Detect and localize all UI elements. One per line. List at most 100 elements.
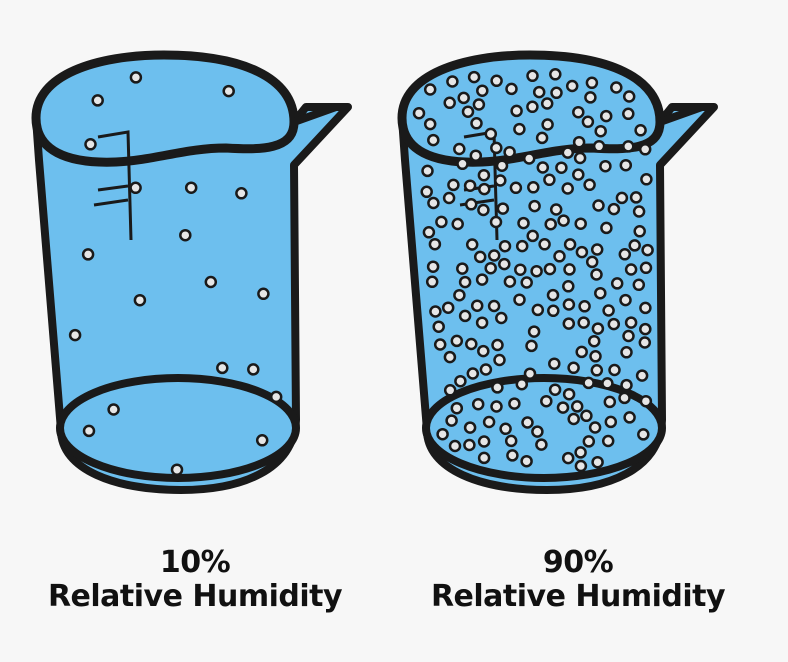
water-vapor-particle <box>639 322 652 336</box>
water-vapor-particle <box>520 454 533 468</box>
water-vapor-particle <box>526 69 539 83</box>
water-vapor-particle <box>531 303 545 317</box>
water-vapor-particle <box>557 214 570 227</box>
water-vapor-particle <box>493 353 506 367</box>
water-vapor-particle <box>133 293 147 307</box>
water-vapor-particle <box>582 435 596 448</box>
water-vapor-particle <box>615 191 629 205</box>
water-vapor-particle <box>508 397 521 410</box>
water-vapor-particle <box>477 435 491 448</box>
water-vapor-particle <box>578 300 591 313</box>
water-vapor-particle <box>546 288 560 302</box>
water-vapor-particle <box>447 178 460 192</box>
water-vapor-particle <box>204 275 218 289</box>
water-vapor-particle <box>548 357 561 370</box>
water-vapor-particle <box>450 401 464 415</box>
water-vapor-particle <box>540 394 553 408</box>
water-vapor-particle <box>562 387 576 401</box>
water-vapor-particle <box>541 118 554 131</box>
water-vapor-particle <box>620 378 633 392</box>
water-vapor-particle <box>547 304 560 318</box>
water-vapor-particle <box>543 173 556 187</box>
water-vapor-particle <box>499 422 512 436</box>
water-vapor-particle <box>247 363 260 376</box>
caption-low: 10% Relative Humidity <box>15 546 375 614</box>
water-vapor-particle <box>107 403 120 416</box>
humidity-percent-low: 10% <box>159 545 231 580</box>
water-vapor-particle <box>590 364 604 377</box>
water-vapor-particle <box>565 79 579 93</box>
water-vapor-particle <box>639 394 653 408</box>
water-vapor-particle <box>581 115 595 129</box>
water-vapor-particle <box>179 228 192 242</box>
water-vapor-particle <box>509 181 523 195</box>
beaker-high <box>402 55 714 490</box>
water-vapor-particle <box>503 145 516 159</box>
water-vapor-particle <box>475 273 489 286</box>
water-vapor-particle <box>484 261 497 275</box>
water-vapor-particle <box>582 376 595 390</box>
water-vapor-particle <box>549 203 563 216</box>
water-vapor-particle <box>618 391 631 405</box>
water-vapor-particle <box>495 159 509 172</box>
water-vapor-particle <box>562 298 576 311</box>
water-vapor-particle <box>523 367 537 380</box>
water-vapor-particle <box>471 397 485 411</box>
water-vapor-particle <box>590 243 604 256</box>
water-vapor-particle <box>628 239 641 252</box>
water-vapor-particle <box>421 164 434 178</box>
water-vapor-particle <box>639 301 652 315</box>
water-vapor-particle <box>443 384 457 397</box>
water-vapor-particle <box>68 328 82 342</box>
water-vapor-particle <box>477 168 491 182</box>
water-vapor-particle <box>453 288 466 302</box>
water-vapor-particle <box>570 400 584 413</box>
water-vapor-particle <box>461 105 475 118</box>
water-vapor-particle <box>622 329 635 343</box>
water-vapor-particle <box>634 124 647 137</box>
water-vapor-particle <box>515 377 529 391</box>
water-vapor-particle <box>170 463 184 476</box>
water-vapor-particle <box>637 428 650 441</box>
water-vapor-particle <box>432 320 445 333</box>
water-vapor-particle <box>567 412 580 426</box>
water-vapor-particle <box>494 174 507 187</box>
water-vapor-particle <box>458 275 472 289</box>
water-vapor-particle <box>489 215 503 229</box>
water-vapor-particle <box>591 455 604 469</box>
water-vapor-particle <box>587 334 601 348</box>
water-vapor-particle <box>622 90 636 103</box>
water-vapor-particle <box>577 316 590 329</box>
water-vapor-particle <box>463 421 477 434</box>
water-vapor-particle <box>633 225 646 238</box>
water-vapor-particle <box>222 84 235 98</box>
water-vapor-particle <box>623 411 636 424</box>
water-vapor-particle <box>491 338 504 352</box>
water-vapor-particle <box>599 109 613 123</box>
water-vapor-particle <box>257 287 270 301</box>
water-vapor-particle <box>84 138 97 151</box>
water-vapor-particle <box>528 199 541 213</box>
water-vapor-particle <box>487 249 501 262</box>
water-vapor-particle <box>82 424 96 438</box>
water-vapor-particle <box>604 415 618 429</box>
water-vapor-particle <box>607 317 621 331</box>
particle-group-low <box>68 71 283 476</box>
water-vapor-particle <box>638 143 652 156</box>
water-vapor-particle <box>624 316 638 329</box>
water-vapor-particle <box>563 238 577 251</box>
water-vapor-particle <box>498 257 511 271</box>
water-vapor-particle <box>562 317 576 330</box>
water-vapor-particle <box>573 151 587 165</box>
water-vapor-particle <box>477 344 490 358</box>
water-vapor-particle <box>450 334 464 348</box>
water-vapor-particle <box>81 248 95 261</box>
water-vapor-particle <box>548 383 562 396</box>
water-vapor-particle <box>530 264 543 278</box>
water-vapor-particle <box>433 338 447 351</box>
water-vapor-particle <box>608 363 621 377</box>
water-vapor-particle <box>255 434 269 447</box>
water-vapor-particle <box>585 76 599 90</box>
